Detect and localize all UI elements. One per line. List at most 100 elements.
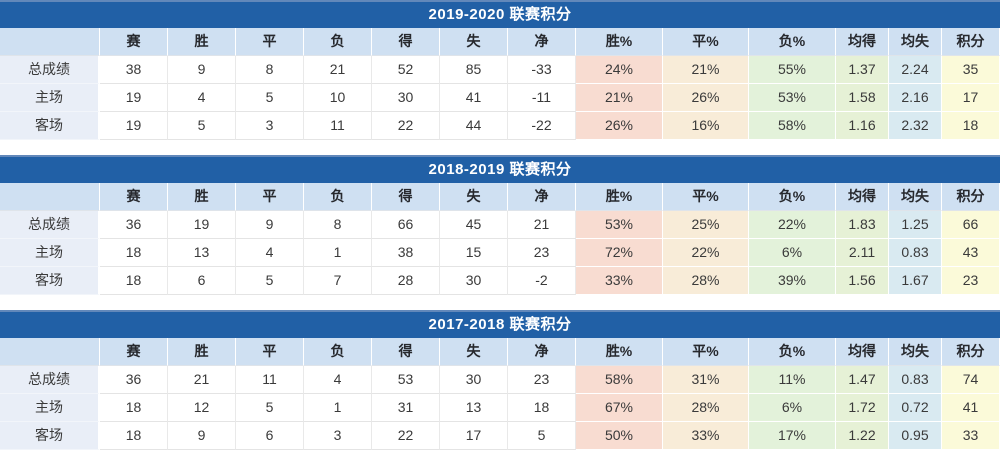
- col-header-losses: 负: [304, 183, 372, 211]
- cell-draw-pct: 33%: [663, 422, 749, 450]
- cell-avg-goals-for: 1.56: [836, 267, 889, 295]
- cell-draw-pct: 28%: [663, 394, 749, 422]
- cell-goals-for: 30: [372, 84, 440, 112]
- cell-goals-against: 45: [440, 211, 508, 239]
- col-header-goals-against: 失: [440, 338, 508, 366]
- cell-goals-for: 66: [372, 211, 440, 239]
- league-points-table: 赛胜平负得失净胜% 平% 负% 均得 均失 积分 总成绩 36 19 9 8 66 45 21 53% 25%…: [0, 183, 1000, 295]
- cell-loss-pct: 17%: [749, 422, 836, 450]
- row-label: 总成绩: [0, 211, 100, 239]
- cell-win-pct: 24%: [576, 56, 663, 84]
- cell-losses: 21: [304, 56, 372, 84]
- cell-goal-diff: -22: [508, 112, 576, 140]
- cell-losses: 1: [304, 394, 372, 422]
- cell-draw-pct: 21%: [663, 56, 749, 84]
- cell-draws: 4: [236, 239, 304, 267]
- cell-goals-for: 52: [372, 56, 440, 84]
- cell-draws: 6: [236, 422, 304, 450]
- col-header-losses: 负: [304, 338, 372, 366]
- cell-loss-pct: 39%: [749, 267, 836, 295]
- cell-goal-diff: -11: [508, 84, 576, 112]
- cell-wins: 5: [168, 112, 236, 140]
- cell-avg-goals-for: 1.37: [836, 56, 889, 84]
- cell-goals-against: 30: [440, 366, 508, 394]
- cell-points: 23: [942, 267, 1000, 295]
- col-header-loss-pct: 负%: [749, 338, 836, 366]
- row-label: 主场: [0, 84, 100, 112]
- cell-avg-goals-for: 1.16: [836, 112, 889, 140]
- cell-goals-for: 53: [372, 366, 440, 394]
- header-row: 赛胜平负得失净胜% 平% 负% 均得 均失 积分: [0, 338, 1000, 366]
- col-header-draws: 平: [236, 183, 304, 211]
- col-header-wins: 胜: [168, 338, 236, 366]
- col-header-draw-pct: 平%: [663, 183, 749, 211]
- cell-win-pct: 58%: [576, 366, 663, 394]
- cell-points: 33: [942, 422, 1000, 450]
- col-header-wins: 胜: [168, 183, 236, 211]
- stats-row: 总成绩 36 19 9 8 66 45 21 53% 25% 22% 1.83 1.25 66: [0, 211, 1000, 239]
- col-header-avg-goals-for: 均得: [836, 28, 889, 56]
- col-header-matches: 赛: [100, 183, 168, 211]
- cell-wins: 12: [168, 394, 236, 422]
- col-header-matches: 赛: [100, 28, 168, 56]
- cell-goals-against: 85: [440, 56, 508, 84]
- cell-losses: 1: [304, 239, 372, 267]
- col-header-draws: 平: [236, 28, 304, 56]
- cell-matches: 18: [100, 422, 168, 450]
- cell-goals-against: 15: [440, 239, 508, 267]
- header-row: 赛胜平负得失净胜% 平% 负% 均得 均失 积分: [0, 183, 1000, 211]
- row-label: 总成绩: [0, 366, 100, 394]
- cell-avg-goals-against: 0.83: [889, 239, 942, 267]
- cell-loss-pct: 22%: [749, 211, 836, 239]
- cell-goal-diff: -2: [508, 267, 576, 295]
- cell-goals-against: 13: [440, 394, 508, 422]
- cell-losses: 7: [304, 267, 372, 295]
- col-header-win-pct: 胜%: [576, 28, 663, 56]
- stats-row: 主场 19 4 5 10 30 41 -11 21% 26% 53% 1.58 2.16 17: [0, 84, 1000, 112]
- cell-avg-goals-against: 1.25: [889, 211, 942, 239]
- cell-draws: 9: [236, 211, 304, 239]
- cell-avg-goals-against: 0.95: [889, 422, 942, 450]
- cell-draw-pct: 26%: [663, 84, 749, 112]
- cell-draw-pct: 31%: [663, 366, 749, 394]
- cell-loss-pct: 6%: [749, 239, 836, 267]
- cell-draw-pct: 28%: [663, 267, 749, 295]
- stats-row: 总成绩 38 9 8 21 52 85 -33 24% 21% 55% 1.37 2.24 35: [0, 56, 1000, 84]
- cell-avg-goals-against: 2.16: [889, 84, 942, 112]
- col-header-goal-diff: 净: [508, 338, 576, 366]
- cell-points: 35: [942, 56, 1000, 84]
- cell-goals-for: 31: [372, 394, 440, 422]
- cell-win-pct: 26%: [576, 112, 663, 140]
- cell-goal-diff: 23: [508, 239, 576, 267]
- col-header-matches: 赛: [100, 338, 168, 366]
- stats-row: 客场 18 6 5 7 28 30 -2 33% 28% 39% 1.56 1.67 23: [0, 267, 1000, 295]
- cell-matches: 18: [100, 239, 168, 267]
- league-points-table: 赛胜平负得失净胜% 平% 负% 均得 均失 积分 总成绩 38 9 8 21 52 85 -33 24% 21…: [0, 28, 1000, 140]
- cell-matches: 36: [100, 366, 168, 394]
- col-header-goals-for: 得: [372, 183, 440, 211]
- cell-goals-for: 22: [372, 422, 440, 450]
- cell-goals-for: 28: [372, 267, 440, 295]
- cell-win-pct: 53%: [576, 211, 663, 239]
- cell-losses: 11: [304, 112, 372, 140]
- col-header-win-pct: 胜%: [576, 183, 663, 211]
- cell-avg-goals-against: 1.67: [889, 267, 942, 295]
- cell-points: 66: [942, 211, 1000, 239]
- stats-row: 主场 18 12 5 1 31 13 18 67% 28% 6% 1.72 0.72 41: [0, 394, 1000, 422]
- cell-points: 74: [942, 366, 1000, 394]
- cell-win-pct: 72%: [576, 239, 663, 267]
- col-header-win-pct: 胜%: [576, 338, 663, 366]
- cell-avg-goals-against: 2.32: [889, 112, 942, 140]
- cell-avg-goals-for: 1.72: [836, 394, 889, 422]
- cell-points: 41: [942, 394, 1000, 422]
- cell-matches: 36: [100, 211, 168, 239]
- row-label: 客场: [0, 267, 100, 295]
- header-row: 赛胜平负得失净胜% 平% 负% 均得 均失 积分: [0, 28, 1000, 56]
- season-section-2017-2018: 2017-2018 联赛积分 赛胜平负得失净胜% 平% 负% 均得 均失 积分 总成绩 36 2…: [0, 310, 1000, 450]
- cell-matches: 19: [100, 112, 168, 140]
- cell-wins: 21: [168, 366, 236, 394]
- cell-avg-goals-against: 2.24: [889, 56, 942, 84]
- cell-draw-pct: 25%: [663, 211, 749, 239]
- col-header-loss-pct: 负%: [749, 183, 836, 211]
- col-header-goals-for: 得: [372, 338, 440, 366]
